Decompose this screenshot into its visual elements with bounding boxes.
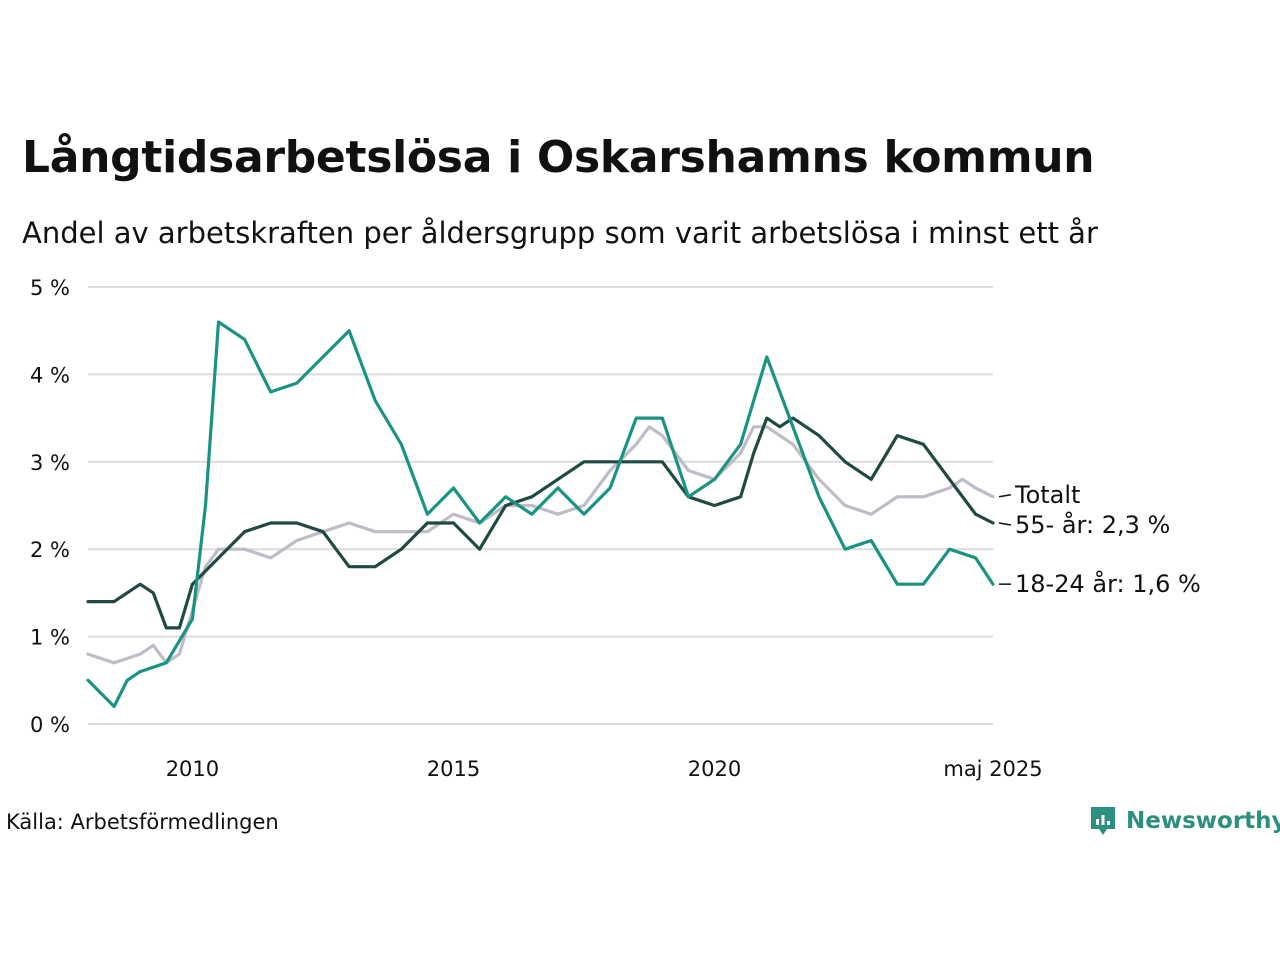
y-tick-label: 0 % xyxy=(30,713,70,737)
brand-logo: Newsworthy xyxy=(1088,804,1280,838)
chart-title: Långtidsarbetslösa i Oskarshamns kommun xyxy=(22,132,1095,183)
y-tick-label: 2 % xyxy=(30,538,70,562)
y-tick-label: 5 % xyxy=(30,276,70,300)
x-tick-label: maj 2025 xyxy=(943,757,1042,781)
series-line xyxy=(86,320,995,709)
x-tick-label: 2015 xyxy=(427,757,480,781)
newsworthy-logo-icon xyxy=(1091,807,1115,835)
series-label-connector xyxy=(998,494,1012,498)
series-label: Totalt xyxy=(1014,481,1080,509)
series-label: 18-24 år: 1,6 % xyxy=(1015,569,1201,598)
series-label-connector xyxy=(998,522,1012,526)
y-tick-label: 4 % xyxy=(30,363,70,387)
x-tick-label: 2020 xyxy=(688,757,741,781)
series-label: 55- år: 2,3 % xyxy=(1015,510,1170,539)
x-tick-label: 2010 xyxy=(166,757,219,781)
brand-name: Newsworthy xyxy=(1126,808,1280,834)
source-text: Källa: Arbetsförmedlingen xyxy=(6,810,279,834)
series-line xyxy=(86,416,995,630)
y-tick-label: 3 % xyxy=(30,451,70,475)
chart-subtitle: Andel av arbetskraften per åldersgrupp s… xyxy=(22,216,1098,250)
y-tick-label: 1 % xyxy=(30,626,70,650)
